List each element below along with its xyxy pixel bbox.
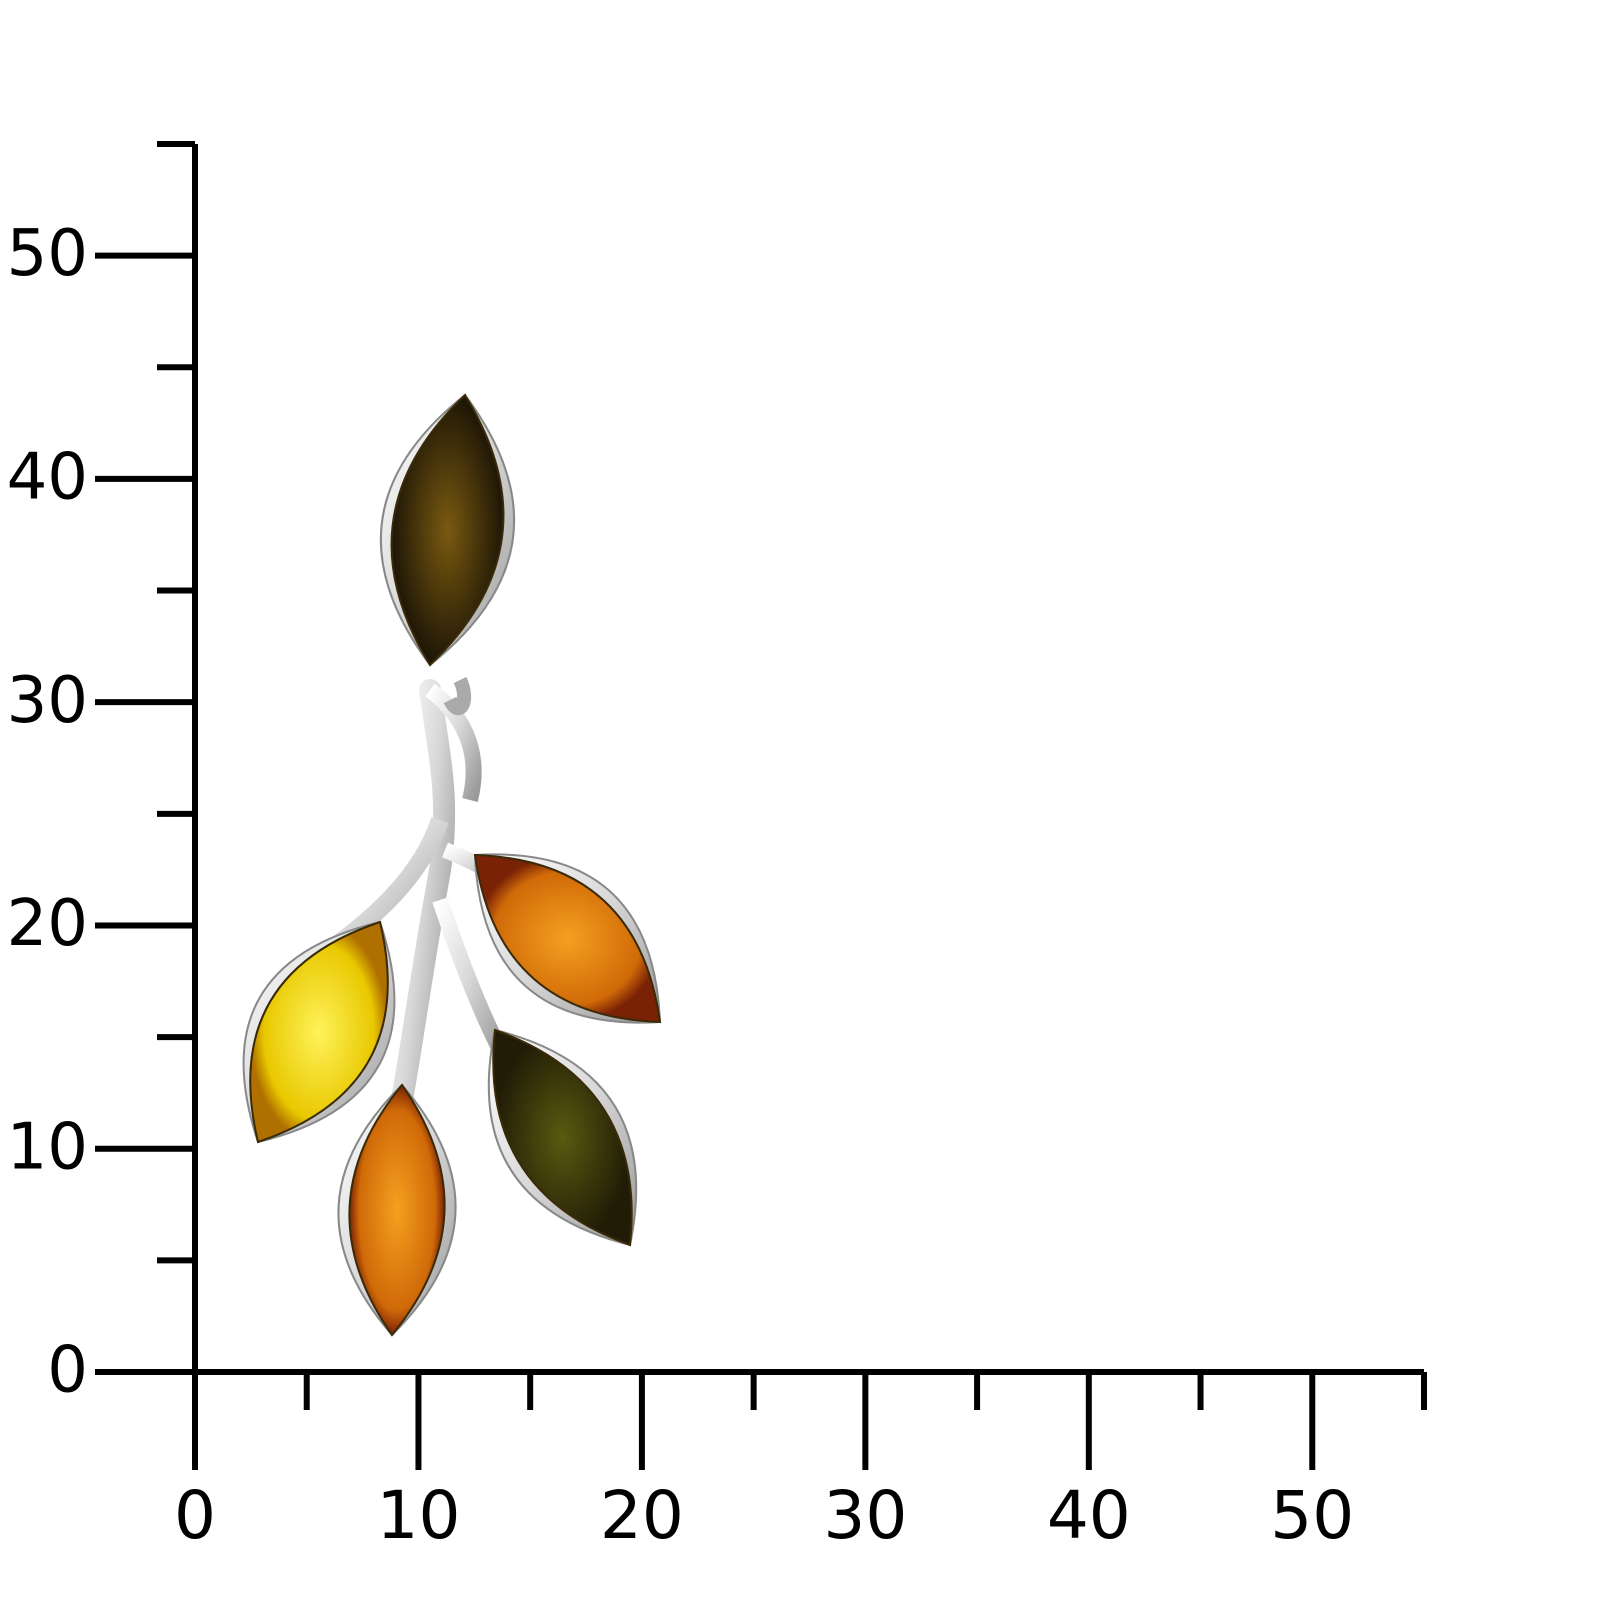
y-tick-label: 20 — [7, 887, 88, 961]
y-tick-label: 50 — [7, 217, 88, 291]
y-tick-label: 0 — [47, 1334, 88, 1408]
pendant — [242, 393, 662, 1337]
y-tick-label: 40 — [7, 440, 88, 514]
y-tick-label: 30 — [7, 664, 88, 738]
x-tick-label: 50 — [1270, 1477, 1354, 1554]
x-tick-label: 30 — [823, 1477, 907, 1554]
amber-stone — [249, 920, 389, 1144]
amber-stone — [348, 1083, 446, 1337]
amber-stone — [492, 1028, 633, 1247]
x-tick-label: 40 — [1047, 1477, 1131, 1554]
y-tick-label: 10 — [7, 1110, 88, 1184]
amber-stone — [390, 393, 505, 667]
x-tick-label: 0 — [174, 1477, 216, 1554]
x-tick-label: 10 — [376, 1477, 460, 1554]
amber-stone — [473, 853, 662, 1024]
x-tick-label: 20 — [600, 1477, 684, 1554]
